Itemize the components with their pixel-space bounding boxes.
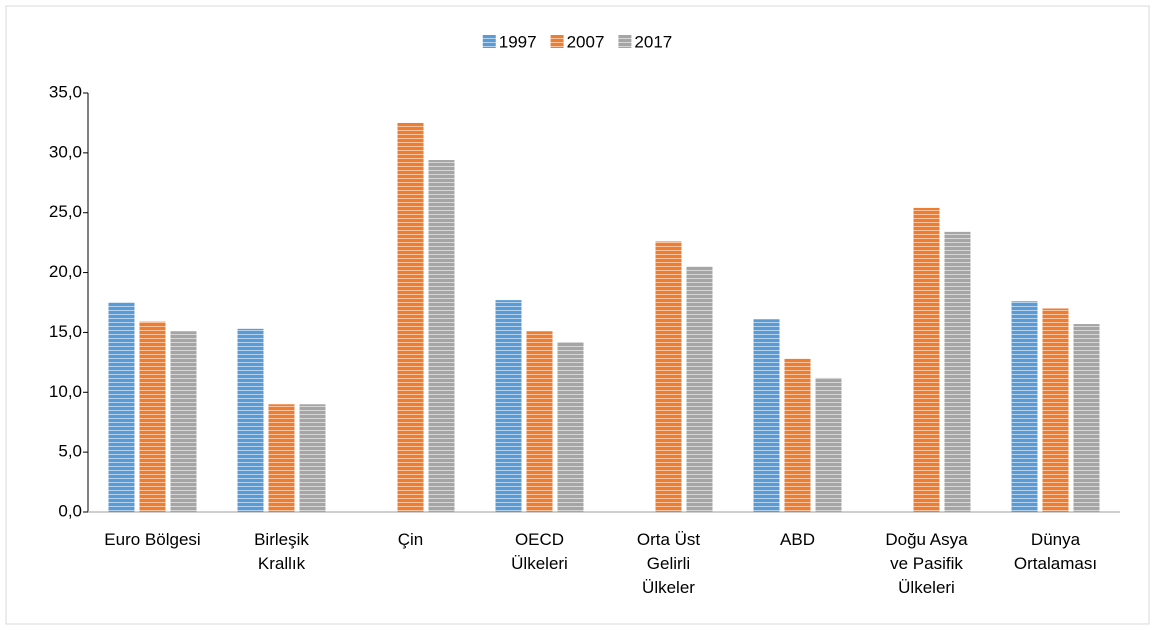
y-tick-label: 25,0 [49,202,82,221]
y-tick-label: 35,0 [49,82,82,101]
y-tick-label: 5,0 [58,442,82,461]
bar [526,331,553,512]
legend: 1997 2007 2017 [482,32,672,51]
bar [139,321,166,512]
bar [428,160,455,513]
bar [397,122,424,512]
bar [784,358,811,512]
legend-swatch [482,35,496,48]
x-tick-label: Euro Bölgesi [104,530,201,549]
x-tick-label: Dünya Ortalaması [1013,530,1098,573]
bar [944,231,971,512]
bar [655,241,682,512]
legend-swatch [618,35,632,48]
legend-label: 1997 [499,32,537,51]
bar [753,319,780,512]
bar [170,331,197,512]
bar [913,207,940,512]
y-tick-label: 10,0 [49,382,82,401]
bar [495,300,522,512]
x-tick-label: Birleşik Krallık [254,530,309,573]
y-tick-label: 30,0 [49,142,82,161]
bar [268,404,295,512]
bar [237,328,264,512]
bar [1011,301,1038,512]
bar [299,404,326,512]
y-tick-label: 20,0 [49,262,82,281]
bar [557,342,584,512]
bar [108,302,135,512]
legend-label: 2017 [634,32,672,51]
x-tick-label: Çin [397,530,424,549]
x-tick-label: OECD Ülkeleri [511,530,568,573]
y-tick-label: 15,0 [49,322,82,341]
x-tick-label: Doğu Asya ve Pasifik Ülkeleri [885,530,968,597]
bar [1073,324,1100,512]
legend-label: 2007 [567,32,605,51]
legend-swatch [550,35,564,48]
x-tick-label: ABD [780,530,815,549]
bar [686,266,713,512]
bar [1042,308,1069,512]
y-tick-label: 0,0 [58,501,82,520]
bar [815,377,842,512]
x-tick-label: Orta Üst Gelirli Ülkeler [636,530,701,597]
